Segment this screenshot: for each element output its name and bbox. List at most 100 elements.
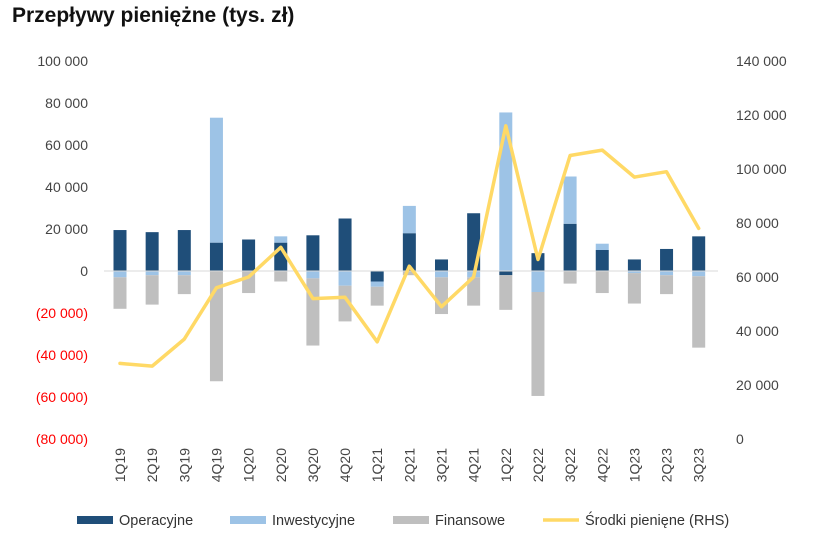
x-tick-label: 3Q22 [562,448,578,482]
bar-finansowe-2Q23 [660,275,674,295]
bar-operacyjne-3Q19 [177,230,191,271]
right-axis: 140 000 120 000 100 000 80 000 60 000 40 000 2… [736,53,787,447]
bar-operacyjne-2Q21 [402,233,416,271]
left-tick-label: 20 000 [45,221,88,237]
bar-inwestycyjne-4Q20 [338,271,352,286]
x-tick-label: 1Q21 [369,448,385,482]
legend-label: Inwestycyjne [272,513,355,529]
left-axis: 100 000 80 000 60 000 40 000 20 000 0 (20 000)… [36,53,88,447]
x-tick-label: 3Q21 [434,448,450,482]
bar-inwestycyjne-2Q21 [402,205,416,234]
bar-finansowe-1Q19 [113,277,127,309]
x-tick-label: 1Q19 [112,448,128,482]
right-tick-label: 60 000 [736,269,779,285]
right-tick-label: 140 000 [736,53,787,69]
bar-operacyjne-2Q19 [145,232,159,271]
bar-inwestycyjne-3Q21 [435,271,448,278]
x-tick-label: 4Q19 [208,448,224,482]
bar-finansowe-1Q23 [627,273,641,304]
bar-inwestycyjne-2Q20 [274,236,288,243]
left-tick-label: 0 [80,263,88,279]
x-tick-label: 4Q22 [594,448,610,482]
left-tick-label: (80 000) [36,431,88,447]
bar-finansowe-1Q21 [370,286,384,306]
bar-operacyjne-4Q22 [595,250,609,271]
bar-inwestycyjne-1Q23 [627,271,641,274]
bar-operacyjne-1Q23 [627,259,641,271]
x-tick-label: 3Q19 [176,448,192,482]
bar-operacyjne-1Q19 [113,230,127,271]
bar-inwestycyjne-2Q23 [660,271,674,276]
bar-inwestycyjne-3Q23 [692,271,706,277]
bar-finansowe-1Q22 [499,275,513,310]
bar-operacyjne-4Q20 [338,218,352,271]
legend-label: Operacyjne [119,513,193,529]
x-tick-label: 1Q23 [626,448,642,482]
left-tick-label: (40 000) [36,347,88,363]
bar-operacyjne-3Q23 [692,236,706,271]
x-tick-label: 4Q20 [337,448,353,482]
bar-inwestycyjne-2Q22 [531,271,545,292]
legend-swatch [230,516,266,524]
right-tick-label: 120 000 [736,107,787,123]
bar-finansowe-4Q19 [209,271,223,382]
bar-finansowe-3Q23 [692,276,706,348]
bar-operacyjne-2Q22 [531,253,545,271]
x-tick-label: 3Q20 [305,448,321,482]
bar-inwestycyjne-4Q22 [595,243,609,250]
right-tick-label: 80 000 [736,215,779,231]
bar-operacyjne-1Q21 [370,271,384,282]
bar-inwestycyjne-1Q22 [499,112,513,271]
x-tick-label: 2Q23 [659,448,675,482]
right-tick-label: 0 [736,431,744,447]
left-tick-label: (20 000) [36,305,88,321]
left-tick-label: 80 000 [45,95,88,111]
bar-finansowe-2Q20 [274,271,288,282]
bar-inwestycyjne-3Q20 [306,271,320,279]
bar-inwestycyjne-4Q19 [209,117,223,243]
x-tick-label: 2Q19 [144,448,160,482]
bar-inwestycyjne-3Q22 [563,176,577,224]
bar-finansowe-2Q19 [145,275,159,305]
x-tick-label: 3Q23 [691,448,707,482]
bar-operacyjne-2Q23 [660,248,674,271]
bar-finansowe-2Q21 [402,271,416,276]
left-tick-label: 40 000 [45,179,88,195]
x-tick-label: 2Q20 [273,448,289,482]
bar-operacyjne-3Q22 [563,223,577,271]
left-tick-label: 100 000 [37,53,88,69]
legend-label: Finansowe [435,513,505,529]
legend-swatch [77,516,113,524]
legend: Operacyjne Inwestycyjne Finansowe Środki pi… [77,511,729,529]
bar-inwestycyjne-2Q19 [145,271,159,276]
x-tick-label: 1Q20 [241,448,257,482]
right-tick-label: 40 000 [736,323,779,339]
chart-title: Przepływy pieniężne (tys. zł) [12,4,295,27]
right-tick-label: 20 000 [736,377,779,393]
left-tick-label: (60 000) [36,389,88,405]
bar-finansowe-4Q22 [595,271,609,294]
bar-operacyjne-3Q21 [435,259,448,271]
line-series-cash [118,124,701,368]
x-tick-label: 1Q22 [498,448,514,482]
x-tick-label: 2Q22 [530,448,546,482]
bar-operacyjne-3Q20 [306,235,320,271]
x-axis: 1Q19 2Q19 3Q19 4Q19 1Q20 2Q20 3Q20 4Q20 1Q21 2Q21… [112,448,707,482]
bar-operacyjne-1Q20 [242,239,256,271]
bar-inwestycyjne-3Q19 [177,271,191,276]
x-tick-label: 4Q21 [466,448,482,482]
bar-finansowe-3Q21 [435,277,448,315]
bars [113,112,706,396]
bar-inwestycyjne-1Q21 [370,281,384,287]
bar-finansowe-2Q22 [531,292,545,396]
bar-inwestycyjne-1Q19 [113,271,127,278]
bar-operacyjne-4Q19 [209,242,223,271]
legend-label: Środki pienięne (RHS) [585,511,729,529]
right-tick-label: 100 000 [736,161,787,177]
bar-operacyjne-1Q22 [499,271,513,276]
bar-finansowe-3Q22 [563,271,577,284]
bar-finansowe-3Q19 [177,275,191,295]
bar-finansowe-4Q21 [467,277,481,306]
bar-finansowe-4Q20 [338,285,352,322]
